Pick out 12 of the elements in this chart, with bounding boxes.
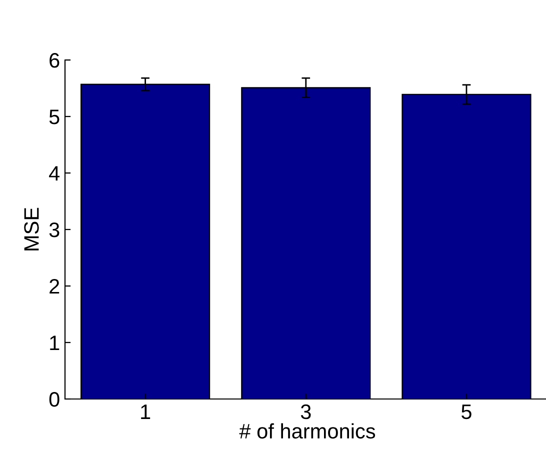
y-tick-label: 6 — [50, 53, 60, 68]
x-tick-label: 3 — [300, 404, 311, 420]
x-tick-label: 5 — [462, 404, 472, 420]
x-axis-title: # of harmonics — [239, 423, 376, 439]
y-tick-label: 2 — [50, 279, 60, 294]
y-tick-label: 1 — [50, 336, 60, 350]
y-axis-title: MSE — [24, 208, 39, 250]
y-tick-label: 4 — [49, 166, 60, 181]
y-tick-label: 0 — [49, 392, 60, 407]
y-tick-label: 5 — [49, 110, 60, 124]
x-tick-label: 1 — [141, 404, 150, 419]
y-tick-label: 3 — [49, 222, 60, 238]
